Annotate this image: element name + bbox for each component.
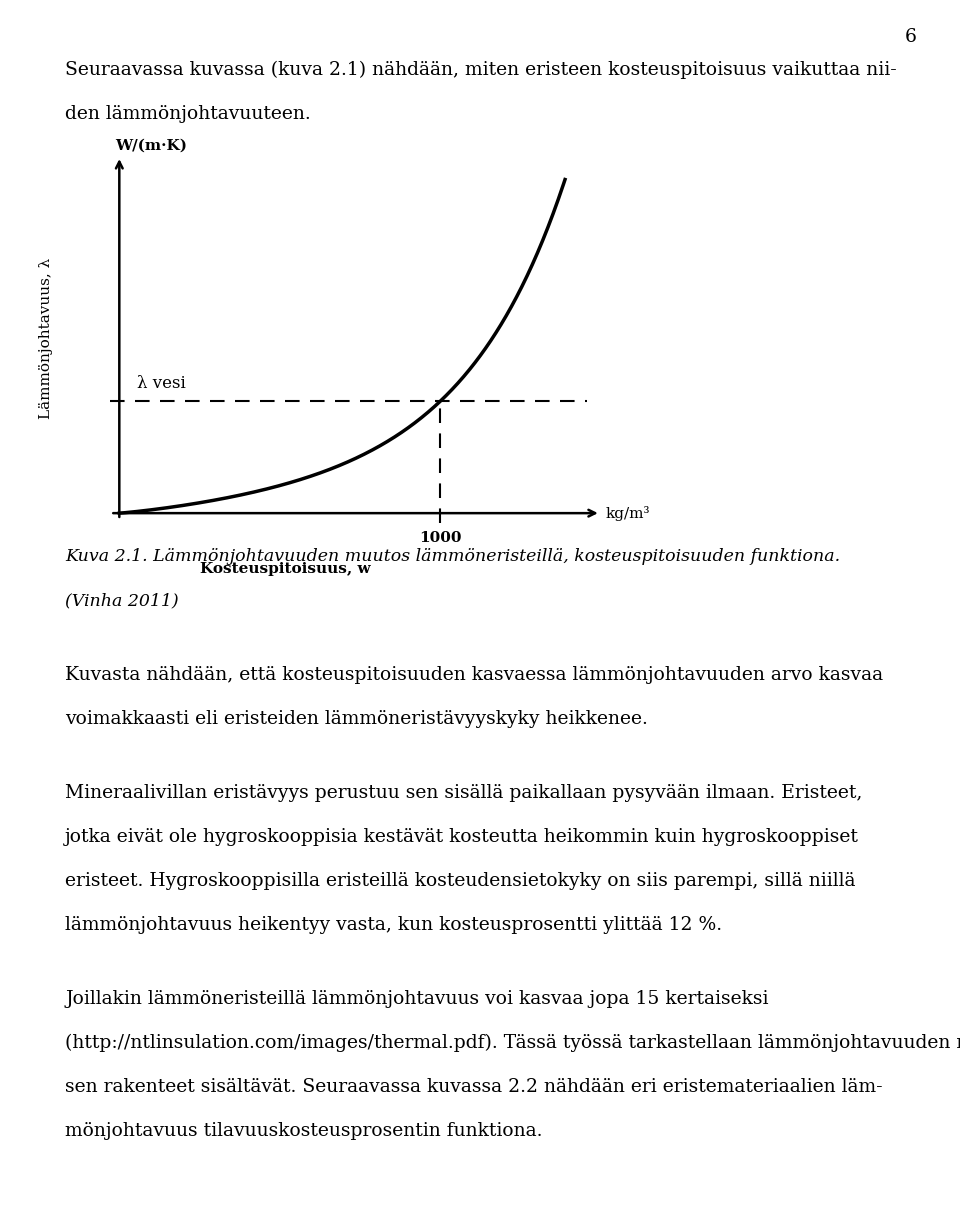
Text: Kosteuspitoisuus, w: Kosteuspitoisuus, w bbox=[200, 563, 371, 576]
Text: mönjohtavuus tilavuuskosteusprosentin funktiona.: mönjohtavuus tilavuuskosteusprosentin fu… bbox=[65, 1122, 542, 1140]
Text: (http://ntlinsulation.com/images/thermal.pdf). Tässä työssä tarkastellaan lämmön: (http://ntlinsulation.com/images/thermal… bbox=[65, 1034, 960, 1052]
Text: kg/m³: kg/m³ bbox=[605, 505, 650, 520]
Text: 1000: 1000 bbox=[419, 531, 462, 546]
Text: λ vesi: λ vesi bbox=[137, 375, 186, 392]
Text: voimakkaasti eli eristeiden lämmöneristävyyskyky heikkenee.: voimakkaasti eli eristeiden lämmöneristä… bbox=[65, 710, 648, 728]
Text: Joillakin lämmöneristeillä lämmönjohtavuus voi kasvaa jopa 15 kertaiseksi: Joillakin lämmöneristeillä lämmönjohtavu… bbox=[65, 990, 769, 1009]
Text: Mineraalivillan eristävyys perustuu sen sisällä paikallaan pysyvään ilmaan. Eris: Mineraalivillan eristävyys perustuu sen … bbox=[65, 784, 863, 803]
Text: Kuvasta nähdään, että kosteuspitoisuuden kasvaessa lämmönjohtavuuden arvo kasvaa: Kuvasta nähdään, että kosteuspitoisuuden… bbox=[65, 666, 883, 685]
Text: lämmönjohtavuus heikentyy vasta, kun kosteusprosentti ylittää 12 %.: lämmönjohtavuus heikentyy vasta, kun kos… bbox=[65, 916, 723, 934]
Text: Seuraavassa kuvassa (kuva 2.1) nähdään, miten eristeen kosteuspitoisuus vaikutta: Seuraavassa kuvassa (kuva 2.1) nähdään, … bbox=[65, 61, 897, 79]
Text: W/(m·K): W/(m·K) bbox=[115, 139, 187, 152]
Text: den lämmönjohtavuuteen.: den lämmönjohtavuuteen. bbox=[65, 105, 311, 123]
Text: Kuva 2.1. Lämmönjohtavuuden muutos lämmöneristeillä, kosteuspitoisuuden funktion: Kuva 2.1. Lämmönjohtavuuden muutos lämmö… bbox=[65, 548, 840, 565]
Text: sen rakenteet sisältävät. Seuraavassa kuvassa 2.2 nähdään eri eristemateriaalien: sen rakenteet sisältävät. Seuraavassa ku… bbox=[65, 1078, 883, 1096]
Text: jotka eivät ole hygroskooppisia kestävät kosteutta heikommin kuin hygroskooppise: jotka eivät ole hygroskooppisia kestävät… bbox=[65, 828, 859, 847]
Text: (Vinha 2011): (Vinha 2011) bbox=[65, 592, 179, 609]
Text: eristeet. Hygroskooppisilla eristeillä kosteudensietokyky on siis parempi, sillä: eristeet. Hygroskooppisilla eristeillä k… bbox=[65, 872, 855, 890]
Text: Lämmönjohtavuus, λ: Lämmönjohtavuus, λ bbox=[38, 257, 53, 419]
Text: 6: 6 bbox=[905, 28, 917, 46]
